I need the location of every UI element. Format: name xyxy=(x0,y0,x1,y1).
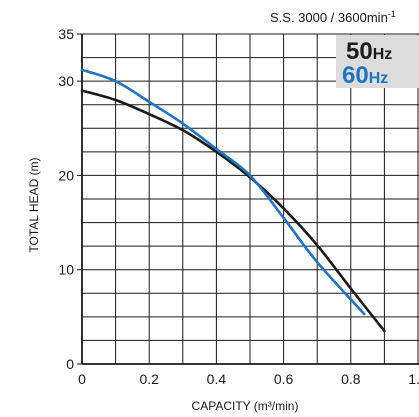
y-tick-label: 35 xyxy=(58,26,74,42)
x-tick-label: 0.6 xyxy=(274,371,294,387)
x-tick-label: 0.4 xyxy=(207,371,227,387)
legend-background xyxy=(336,35,419,88)
y-tick-label: 10 xyxy=(58,262,74,278)
grid xyxy=(77,33,419,365)
y-tick-label: 30 xyxy=(58,73,74,89)
x-tick-label: 0.2 xyxy=(139,371,159,387)
y-tick-label: 0 xyxy=(66,356,74,372)
chart-header: S.S. 3000 / 3600min-1 xyxy=(270,9,396,25)
series-line-50hz xyxy=(80,89,386,333)
x-axis-label: CAPACITY (m³/min) xyxy=(192,399,299,413)
y-tick-label: 20 xyxy=(58,167,74,183)
y-axis-label: TOTAL HEAD (m) xyxy=(27,157,41,252)
legend-item-50hz: 50Hz xyxy=(346,38,392,65)
curves xyxy=(80,68,386,333)
legend: 50Hz 60Hz xyxy=(336,35,419,89)
legend-item-60hz: 60Hz xyxy=(342,62,388,89)
series-line-60hz xyxy=(80,68,366,316)
x-tick-label: 1.0 xyxy=(408,371,419,387)
tick-labels: 0 10 20 30 35 0 0.2 0.4 0.6 0.8 1.0 xyxy=(58,26,419,387)
x-tick-label: 0 xyxy=(78,371,86,387)
x-tick-label: 0.8 xyxy=(341,371,361,387)
